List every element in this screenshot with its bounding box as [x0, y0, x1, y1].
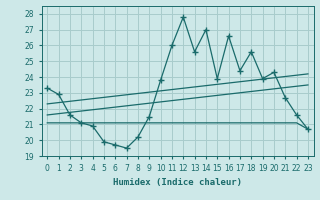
X-axis label: Humidex (Indice chaleur): Humidex (Indice chaleur) [113, 178, 242, 187]
